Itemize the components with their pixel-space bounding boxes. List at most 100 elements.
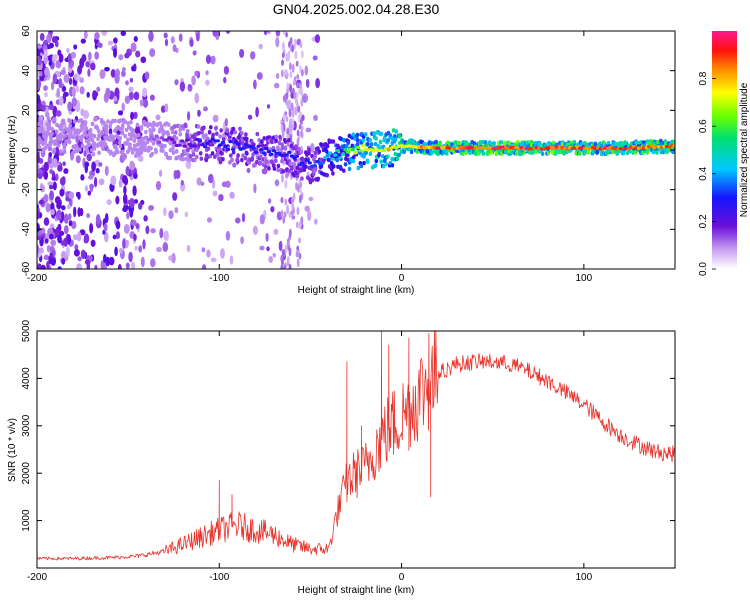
spectrogram-cell: [298, 237, 301, 244]
spectrogram-cell: [172, 44, 177, 52]
spectrogram-cell: [281, 129, 285, 139]
spectrogram-cell: [363, 132, 368, 137]
spectrogram-cell: [290, 209, 294, 216]
spectrogram-cell: [492, 141, 496, 146]
spectrogram-cell: [72, 126, 76, 132]
spectrogram-cell: [132, 138, 137, 143]
spectrogram-cell: [238, 126, 242, 131]
spectrogram-cell: [274, 82, 280, 89]
spectrogram-cell: [315, 77, 321, 89]
spectrogram-cell: [260, 139, 264, 144]
spectrogram-cell: [75, 74, 81, 81]
spectrogram-cell: [229, 191, 235, 199]
spectrogram-cell: [39, 126, 44, 131]
spectrogram-cell: [274, 179, 280, 187]
spectrogram-cell: [373, 163, 378, 168]
spectrogram-cell: [164, 38, 169, 47]
spectrogram-cell: [259, 148, 264, 152]
spectrogram-cell: [84, 146, 89, 151]
colorbar-gradient: [712, 31, 737, 269]
spectrogram-cell: [149, 135, 154, 139]
spectrogram-cell: [77, 191, 81, 200]
spectrogram-cell: [206, 249, 211, 258]
spectrogram-cell: [235, 217, 241, 224]
spectrogram-cell: [97, 42, 103, 48]
spectrogram-cell: [300, 130, 303, 138]
spectrogram-cell: [251, 146, 256, 150]
spectrogram-cell: [438, 142, 442, 147]
spectrogram-cell: [243, 156, 248, 161]
spectrogram-cell: [151, 141, 156, 146]
spectrogram-cell: [117, 140, 122, 145]
spectrogram-cell: [323, 146, 328, 152]
spectrogram-cell: [89, 183, 95, 190]
spectrogram-cell: [93, 176, 98, 188]
spectrogram-cell: [98, 133, 102, 138]
spectrogram-cell: [151, 137, 157, 141]
spectrogram-cell: [156, 140, 162, 144]
spectrogram-cell: [244, 132, 248, 137]
spectrogram-cell: [312, 168, 316, 174]
spectrogram-cell: [215, 131, 219, 136]
spectrogram-cell: [94, 116, 99, 122]
spectrogram-cell: [375, 130, 380, 135]
spectrogram-cell: [140, 140, 145, 146]
spectrogram-cell: [87, 68, 91, 77]
spectrogram-cell: [286, 127, 290, 136]
spectrogram-cell: [130, 42, 137, 53]
spectrogram-cell: [118, 54, 124, 61]
spectrogram-cell: [174, 207, 179, 214]
spectrogram-cell: [288, 120, 292, 130]
spectrogram-cell: [331, 139, 336, 144]
spectrogram-cell: [172, 192, 178, 201]
spectrogram-cell: [240, 157, 244, 163]
spectrogram-cell: [114, 73, 120, 84]
spectrogram-cell: [304, 205, 310, 212]
spectrogram-cell: [200, 143, 205, 147]
spectrogram-cell: [197, 109, 201, 117]
spectrogram-cell: [174, 136, 179, 141]
spectrogram-cell: [287, 138, 291, 143]
spectrogram-cell: [37, 94, 41, 104]
spectrogram-cell: [613, 142, 617, 147]
spectrogram-cell: [381, 148, 386, 153]
snr-y-tick-label: 2000: [21, 462, 32, 485]
spectrogram-cell: [86, 143, 91, 148]
spectrogram-cell: [546, 151, 551, 156]
spectrogram-cell: [84, 161, 90, 168]
spectrogram-cell: [125, 165, 130, 176]
spectrogram-cell: [366, 142, 370, 147]
spectrogram-x-tick-label: 0: [399, 273, 405, 284]
spectrogram-cell: [163, 130, 167, 135]
spectrogram-cell: [394, 129, 399, 134]
spectrogram-cell: [37, 56, 42, 66]
spectrogram-cell: [44, 135, 48, 141]
spectrogram-cell: [236, 153, 240, 158]
spectrogram-cell: [319, 164, 324, 169]
spectrogram-cell: [57, 234, 62, 244]
spectrogram-cell: [319, 142, 323, 147]
spectrogram-cell: [44, 91, 48, 98]
spectrogram-cell: [181, 157, 185, 162]
spectrogram-cell: [351, 155, 356, 160]
spectrogram-cell: [271, 149, 277, 153]
spectrogram-cell: [578, 151, 582, 156]
spectrogram-cell: [107, 40, 114, 46]
spectrogram-cell: [290, 102, 294, 112]
spectrogram-cell: [243, 143, 249, 147]
spectrogram-cell: [393, 151, 398, 157]
spectrogram-cell: [88, 128, 93, 133]
spectrogram-y-axis-label: Frequency (Hz): [7, 116, 18, 185]
spectrogram-cell: [143, 215, 148, 222]
spectrogram-cell: [230, 130, 234, 135]
spectrogram-cell: [347, 166, 352, 172]
spectrogram-cell: [384, 161, 389, 167]
spectrogram-cell: [296, 73, 300, 80]
spectrogram-x-tick-label: 100: [576, 273, 593, 284]
spectrogram-cell: [80, 108, 85, 117]
spectrogram-cell: [296, 258, 300, 268]
spectrogram-cell: [271, 145, 276, 151]
spectrogram-cell: [358, 149, 363, 153]
spectrogram-cell: [130, 219, 137, 227]
